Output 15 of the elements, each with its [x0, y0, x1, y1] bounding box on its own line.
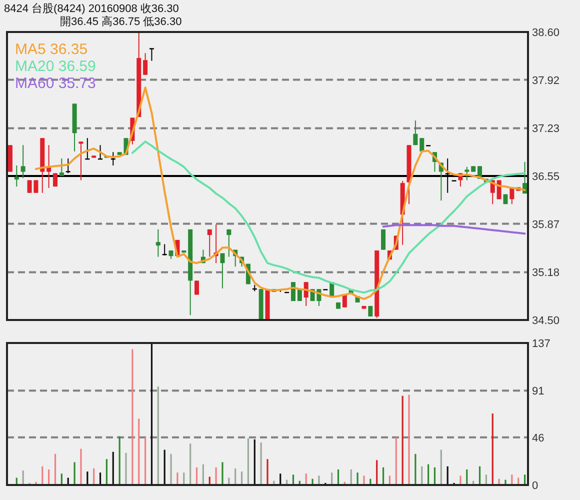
chart-title: 8424 台股(8424) 20160908 收36.30	[4, 2, 179, 15]
legend: MA5 36.35 MA20 36.59 MA60 35.73	[15, 41, 96, 92]
y-tick-label: 38.60	[532, 27, 560, 39]
y-tick-label: 36.55	[532, 171, 560, 183]
y-tick-label: 37.92	[532, 74, 560, 87]
y-tick-label: 35.87	[532, 218, 560, 231]
y-tick-label: 91	[532, 386, 544, 398]
y-tick-label: 0	[532, 480, 538, 492]
y-tick-label: 37.23	[532, 123, 560, 136]
y-tick-label: 34.50	[532, 315, 560, 327]
y-tick-label: 137	[532, 338, 550, 350]
line-series	[382, 224, 526, 235]
y-tick-label: 46	[532, 432, 544, 444]
y-tick-label: 35.18	[532, 267, 560, 280]
chart-subtitle: 開36.45 高36.75 低36.30	[60, 15, 182, 28]
